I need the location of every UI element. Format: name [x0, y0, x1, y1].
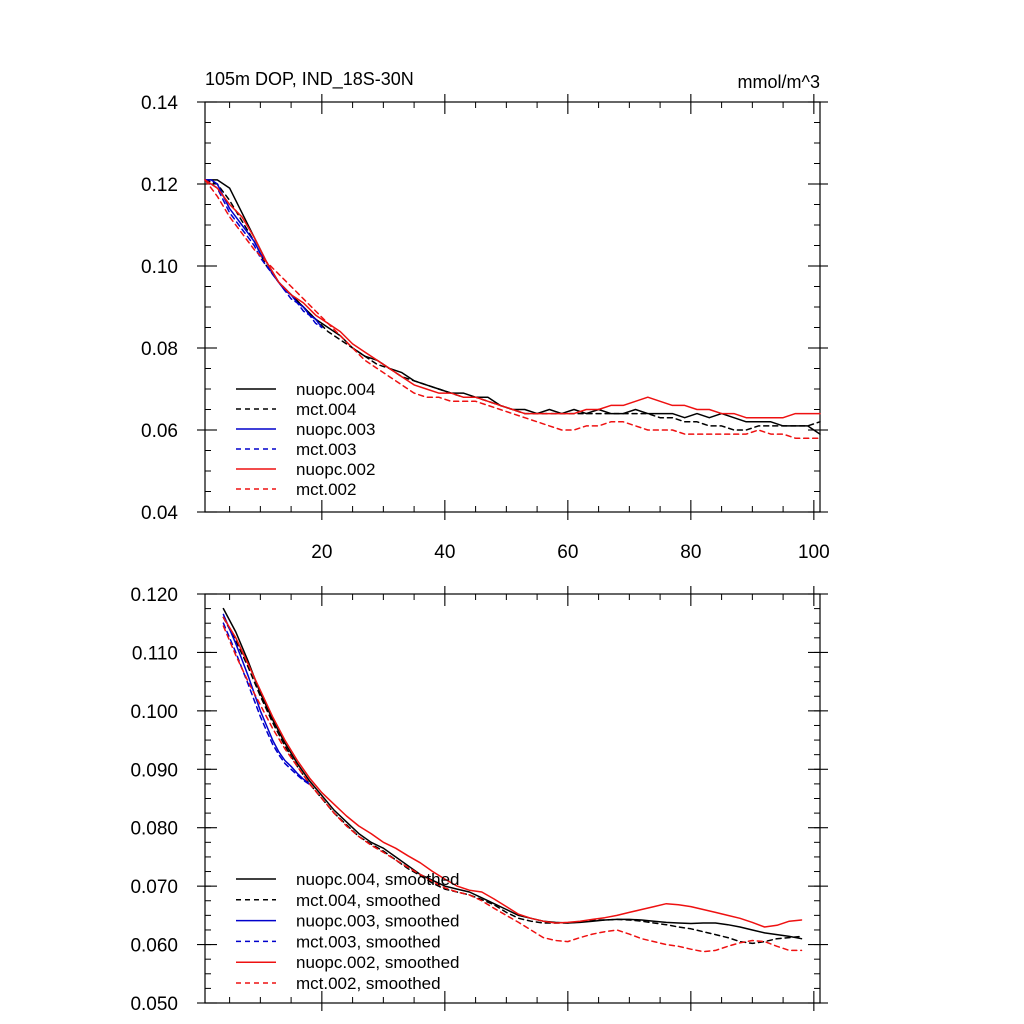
legend: nuopc.004, smoothed mct.004, smoothed nuop… [236, 870, 460, 993]
series-line [222, 616, 803, 945]
y-tick-label: 0.06 [141, 421, 178, 442]
x-tick-label: 20 [311, 542, 332, 563]
series-line [222, 616, 803, 928]
chart-units: mmol/m^3 [738, 72, 820, 92]
chart-top-dop-105m: 105m DOP, IND_18S-30N mmol/m^3 20 40 60 80 1… [141, 69, 830, 563]
legend-label: mct.002, smoothed [296, 974, 441, 993]
y-tick-label: 0.080 [130, 819, 178, 840]
series-line [204, 179, 821, 419]
y-tick-label: 0.12 [141, 175, 178, 196]
chart-title: 105m DOP, IND_18S-30N [205, 69, 414, 90]
legend-label: nuopc.002, smoothed [296, 953, 460, 972]
y-tick-label: 0.050 [130, 994, 178, 1015]
series-line [204, 179, 821, 439]
series-line [222, 625, 803, 953]
x-tick-label: 40 [434, 542, 455, 563]
x-tick-label: 80 [680, 542, 701, 563]
legend-label: mct.004, smoothed [296, 891, 441, 910]
series-line [204, 179, 323, 329]
legend: nuopc.004mct.004nuopc.003mct.003nuopc.00… [236, 380, 375, 499]
x-tick-label: 100 [798, 542, 830, 563]
legend-label: nuopc.003 [296, 420, 375, 439]
legend-label: nuopc.004, smoothed [296, 870, 460, 889]
legend-label: nuopc.002 [296, 460, 375, 479]
chart-bottom-smoothed: 0.050 0.060 0.070 0.080 0.090 0.100 0.110 0.120… [130, 585, 828, 1015]
y-tick-label: 0.08 [141, 339, 178, 360]
legend-label: mct.002 [296, 480, 356, 499]
series-line [222, 613, 311, 785]
series-line [222, 607, 803, 940]
y-tick-label: 0.110 [132, 643, 178, 664]
y-tick-label: 0.14 [141, 93, 178, 114]
y-tick-label: 0.04 [141, 503, 178, 524]
legend-label: nuopc.003, smoothed [296, 912, 460, 931]
y-tick-label: 0.120 [130, 585, 178, 606]
y-tick-label: 0.070 [130, 877, 178, 898]
y-tick-label: 0.100 [130, 702, 178, 723]
legend-label: mct.004 [296, 400, 356, 419]
x-tick-label: 60 [557, 542, 578, 563]
legend-label: nuopc.004 [296, 380, 375, 399]
legend-label: mct.003 [296, 440, 356, 459]
y-tick-label: 0.060 [130, 936, 178, 957]
y-tick-label: 0.10 [141, 257, 178, 278]
y-tick-label: 0.090 [130, 760, 178, 781]
legend-label: mct.003, smoothed [296, 932, 441, 951]
series-line [204, 179, 323, 329]
series-line [222, 622, 311, 786]
